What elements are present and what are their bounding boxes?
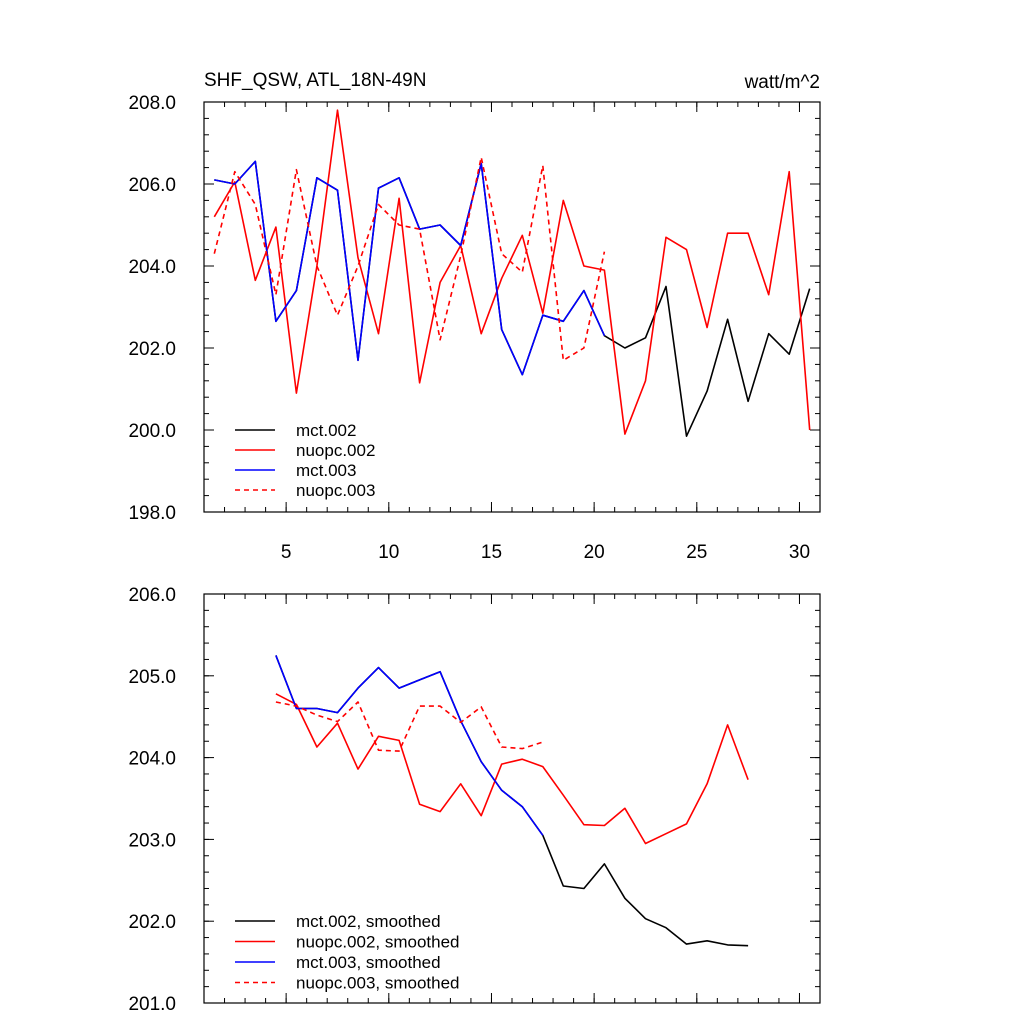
x-tick-label: 30 xyxy=(789,542,810,563)
bottom-panel-smoothed: 201.0 202.0 203.0 204.0 205.0 206.0 mct.002, s… xyxy=(128,585,821,1015)
series-line-nuopc-003-smoothed xyxy=(275,701,544,752)
x-tick-label: 5 xyxy=(281,542,292,563)
legend-label: mct.003 xyxy=(296,461,356,480)
legend-label: mct.003, smoothed xyxy=(296,953,441,972)
y-tick-label: 208.0 xyxy=(128,93,176,114)
y-tick-label: 202.0 xyxy=(128,912,176,933)
y-tick-label: 205.0 xyxy=(128,667,176,688)
x-tick-label: 10 xyxy=(378,542,399,563)
legend-label: mct.002, smoothed xyxy=(296,912,441,931)
y-tick-label: 202.0 xyxy=(128,339,176,360)
y-tick-label: 206.0 xyxy=(128,585,176,606)
series-line-mct-002-smoothed xyxy=(275,655,749,947)
top-panel-shortwave-heat-flux: SHF_QSW, ATL_18N-49N watt/m^2 198.0 200.0… xyxy=(128,70,821,563)
y-tick-label: 200.0 xyxy=(128,421,176,442)
series-line-nuopc-002-smoothed xyxy=(275,693,749,845)
y-tick-label: 204.0 xyxy=(128,749,176,770)
x-tick-label: 20 xyxy=(584,542,605,563)
y-tick-label: 204.0 xyxy=(128,257,176,278)
y-tick-label: 203.0 xyxy=(128,830,176,851)
units-label: watt/m^2 xyxy=(744,72,820,93)
legend-label: nuopc.003 xyxy=(296,481,375,500)
panel-title: SHF_QSW, ATL_18N-49N xyxy=(204,70,426,91)
legend-label: nuopc.002, smoothed xyxy=(296,933,460,952)
legend-label: mct.002 xyxy=(296,421,356,440)
x-tick-label: 25 xyxy=(686,542,707,563)
series-line-nuopc-002 xyxy=(213,109,811,435)
y-tick-label: 201.0 xyxy=(128,994,176,1015)
series-line-mct-003 xyxy=(214,160,606,376)
x-tick-label: 15 xyxy=(481,542,502,563)
series-line-mct-003-smoothed xyxy=(275,655,544,836)
y-tick-label: 206.0 xyxy=(128,175,176,196)
legend-label: nuopc.003, smoothed xyxy=(296,974,460,993)
legend-label: nuopc.002 xyxy=(296,441,375,460)
y-tick-label: 198.0 xyxy=(128,503,176,524)
series-line-mct-002 xyxy=(214,160,811,438)
series-line-nuopc-003 xyxy=(213,156,606,362)
